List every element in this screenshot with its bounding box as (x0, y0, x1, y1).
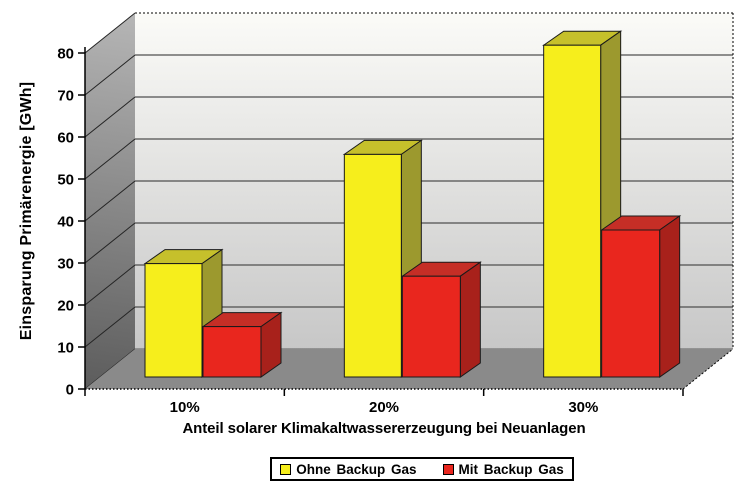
side-gridline (84, 222, 136, 264)
y-tick-label: 30 (57, 256, 74, 273)
side-gridline (84, 264, 136, 306)
bar-front-face (144, 263, 203, 378)
bar-ohne-backup-gas-10% (143, 248, 224, 378)
bar-ohne-backup-gas-30% (542, 30, 623, 378)
x-category-label: 20% (369, 399, 399, 416)
bar-front-face (202, 326, 262, 378)
y-tick-label: 80 (57, 46, 74, 63)
x-category-label: 10% (170, 399, 200, 416)
x-axis-title: Anteil solarer Klimakaltwassererzeugung … (182, 420, 586, 437)
bar-side-face (659, 215, 681, 378)
y-tick-label: 10 (57, 340, 74, 357)
x-category-label: 30% (568, 399, 598, 416)
y-tick-label: 40 (57, 214, 74, 231)
y-tick-label: 60 (57, 130, 74, 147)
side-gridline (84, 96, 136, 138)
y-tick-label: 0 (66, 382, 74, 399)
legend: Ohne Backup Gas Mit Backup Gas (270, 457, 574, 481)
side-gridline (84, 54, 136, 96)
legend-swatch-yellow-icon (280, 463, 292, 475)
legend-item-mit-backup-gas: Mit Backup Gas (442, 461, 564, 477)
side-gridline (84, 12, 136, 54)
y-tick-label: 20 (57, 298, 74, 315)
side-gridline (84, 306, 136, 348)
floor-right-edge (682, 348, 734, 390)
y-tick-label: 70 (57, 88, 74, 105)
bar-front-face (601, 229, 661, 378)
side-gridline (84, 180, 136, 222)
bar-front-face (543, 44, 602, 378)
y-tick-label: 50 (57, 172, 74, 189)
y-axis-title-text: Einsparung Primärenergie [GWh] (18, 81, 35, 341)
legend-label-ohne-backup-gas: Ohne Backup Gas (296, 461, 417, 477)
legend-label-mit-backup-gas: Mit Backup Gas (458, 461, 564, 477)
bar-side-face (459, 261, 481, 378)
legend-swatch-red-icon (442, 463, 454, 475)
bar-mit-backup-gas-30% (600, 215, 682, 378)
legend-item-ohne-backup-gas: Ohne Backup Gas (280, 461, 417, 477)
bar-mit-backup-gas-10% (201, 311, 283, 378)
bar-front-face (401, 275, 461, 378)
side-gridline (84, 138, 136, 180)
bar-front-face (343, 153, 402, 378)
bar-mit-backup-gas-20% (400, 261, 482, 378)
